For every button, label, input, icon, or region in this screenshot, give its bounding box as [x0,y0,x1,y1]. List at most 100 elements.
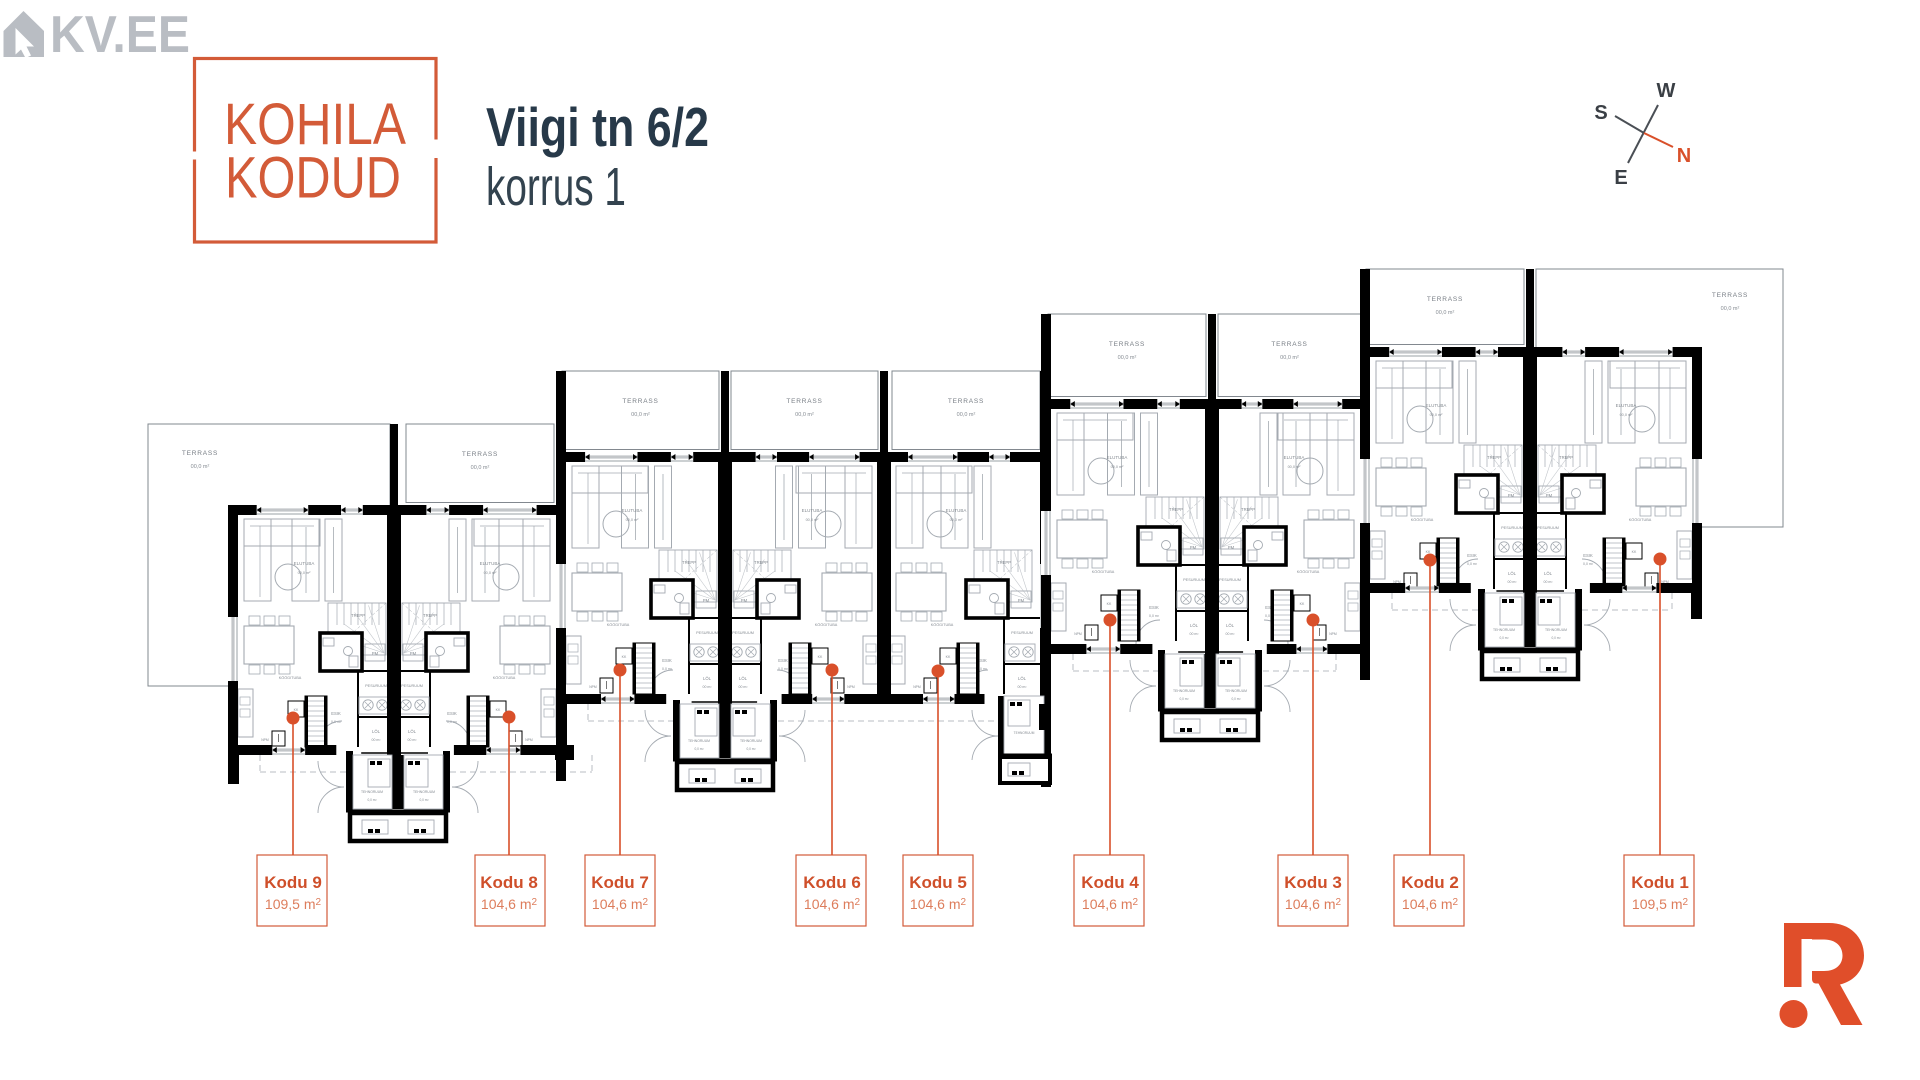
svg-text:korrus 1: korrus 1 [486,157,626,217]
svg-text:00,0 m²: 00,0 m² [806,518,820,522]
svg-text:0,0 m²: 0,0 m² [367,798,376,802]
svg-text:TEHNORUUM: TEHNORUUM [1545,628,1567,632]
svg-text:104,6 m2: 104,6 m2 [1285,896,1342,912]
svg-text:ESIK: ESIK [1467,553,1477,558]
svg-text:KÖÖGITUBA: KÖÖGITUBA [1297,570,1320,574]
svg-text:Kodu 5: Kodu 5 [909,873,967,892]
svg-text:TEHNORUUM: TEHNORUUM [688,739,710,743]
svg-text:LÕL: LÕL [1018,676,1027,681]
svg-text:KK: KK [622,655,627,659]
svg-text:00,0 m²: 00,0 m² [631,412,650,418]
svg-text:TEHNORUUM: TEHNORUUM [413,790,435,794]
svg-text:PESURUUM: PESURUUM [1011,631,1033,635]
svg-text:KK: KK [946,655,951,659]
svg-text:00 m²: 00 m² [408,738,418,742]
svg-text:TERRASS: TERRASS [1427,296,1463,303]
svg-text:0,0 m²: 0,0 m² [419,798,428,802]
svg-text:ESIK: ESIK [977,658,987,663]
svg-text:KK: KK [1426,550,1431,554]
svg-text:00,0 m²: 00,0 m² [1118,355,1137,361]
svg-text:KÖÖGITUBA: KÖÖGITUBA [493,676,516,680]
svg-text:ELUTUBA: ELUTUBA [1616,403,1637,408]
svg-text:ELUTUBA: ELUTUBA [802,508,823,513]
svg-text:00 m²: 00 m² [739,685,749,689]
svg-text:LÕL: LÕL [1508,571,1517,576]
svg-text:0,0 m²: 0,0 m² [1499,636,1508,640]
svg-text:104,6 m2: 104,6 m2 [592,896,649,912]
svg-text:LÕL: LÕL [1190,623,1199,628]
svg-text:NPM: NPM [589,685,597,689]
svg-text:TERRASS: TERRASS [1109,341,1145,348]
svg-text:104,6 m2: 104,6 m2 [1402,896,1459,912]
svg-text:00 m²: 00 m² [703,685,713,689]
svg-text:00,0 m²: 00,0 m² [191,464,210,470]
svg-text:ELUTUBA: ELUTUBA [1284,455,1305,460]
svg-text:ESIK: ESIK [1265,605,1275,610]
svg-text:PM: PM [1228,545,1235,550]
svg-text:NPM: NPM [1661,580,1669,584]
svg-text:00 m²: 00 m² [1190,632,1200,636]
svg-text:00,0 m²: 00,0 m² [1620,413,1634,417]
svg-text:0,0 m²: 0,0 m² [1149,614,1160,618]
svg-text:ELUTUBA: ELUTUBA [294,561,315,566]
svg-text:PM: PM [372,651,379,656]
svg-text:KÖÖGITUBA: KÖÖGITUBA [1092,570,1115,574]
svg-text:PM: PM [741,598,748,603]
svg-text:PESURUUM: PESURUUM [1219,578,1241,582]
svg-text:TREPP: TREPP [754,560,768,565]
svg-text:0,0 m²: 0,0 m² [746,747,755,751]
svg-text:N: N [1677,145,1691,167]
svg-text:PM: PM [1546,493,1553,498]
svg-text:00,0 m²: 00,0 m² [957,412,976,418]
svg-text:TEHNORUUM: TEHNORUUM [361,790,383,794]
svg-text:104,6 m2: 104,6 m2 [1082,896,1139,912]
svg-text:ELUTUBA: ELUTUBA [480,561,501,566]
svg-text:NPM: NPM [261,738,269,742]
svg-text:TEHNORUUM: TEHNORUUM [1173,689,1195,693]
svg-text:KÖÖGITUBA: KÖÖGITUBA [1411,518,1434,522]
svg-text:ESIK: ESIK [662,658,672,663]
svg-text:104,6 m2: 104,6 m2 [804,896,861,912]
svg-text:00,0 m²: 00,0 m² [950,518,964,522]
svg-text:KK: KK [294,708,299,712]
svg-text:TEHNORUUM: TEHNORUUM [1225,689,1247,693]
svg-text:Kodu 7: Kodu 7 [591,873,649,892]
svg-text:KK: KK [1107,602,1112,606]
svg-text:00,0 m²: 00,0 m² [795,412,814,418]
svg-text:109,5 m2: 109,5 m2 [265,896,322,912]
svg-text:TERRASS: TERRASS [1271,341,1307,348]
svg-text:KK: KK [818,655,823,659]
svg-text:ELUTUBA: ELUTUBA [1426,403,1447,408]
svg-text:00,0 m²: 00,0 m² [471,465,490,471]
svg-text:KÖÖGITUBA: KÖÖGITUBA [815,623,838,627]
svg-text:LÕL: LÕL [739,676,748,681]
svg-text:ELUTUBA: ELUTUBA [622,508,643,513]
svg-text:ESIK: ESIK [331,711,341,716]
svg-text:KÖÖGITUBA: KÖÖGITUBA [931,623,954,627]
svg-text:104,6 m2: 104,6 m2 [481,896,538,912]
svg-text:KÖÖGITUBA: KÖÖGITUBA [607,623,630,627]
svg-text:TERRASS: TERRASS [182,450,218,457]
svg-text:PESURUUM: PESURUUM [1537,526,1559,530]
svg-text:PM: PM [703,598,710,603]
svg-text:PM: PM [1190,545,1197,550]
svg-text:S: S [1594,102,1607,124]
svg-text:TEHNORUUM: TEHNORUUM [740,739,762,743]
svg-text:Kodu 8: Kodu 8 [480,873,538,892]
svg-text:NPM: NPM [1329,632,1337,636]
svg-text:TERRASS: TERRASS [948,398,984,405]
svg-text:TREPP: TREPP [423,613,437,618]
svg-text:NPM: NPM [1074,632,1082,636]
svg-text:109,5 m2: 109,5 m2 [1632,896,1689,912]
svg-text:KK: KK [496,708,501,712]
svg-text:PESURUUM: PESURUUM [732,631,754,635]
svg-text:TERRASS: TERRASS [462,451,498,458]
svg-text:KODUD: KODUD [225,146,401,211]
svg-text:TREPP: TREPP [1169,507,1183,512]
svg-text:0,0 m²: 0,0 m² [1467,562,1478,566]
svg-text:00 m²: 00 m² [1544,580,1554,584]
svg-text:00,0 m²: 00,0 m² [1288,465,1302,469]
svg-text:0,0 m²: 0,0 m² [662,667,673,671]
svg-text:Viigi tn 6/2: Viigi tn 6/2 [486,96,709,158]
svg-text:NPM: NPM [525,738,533,742]
